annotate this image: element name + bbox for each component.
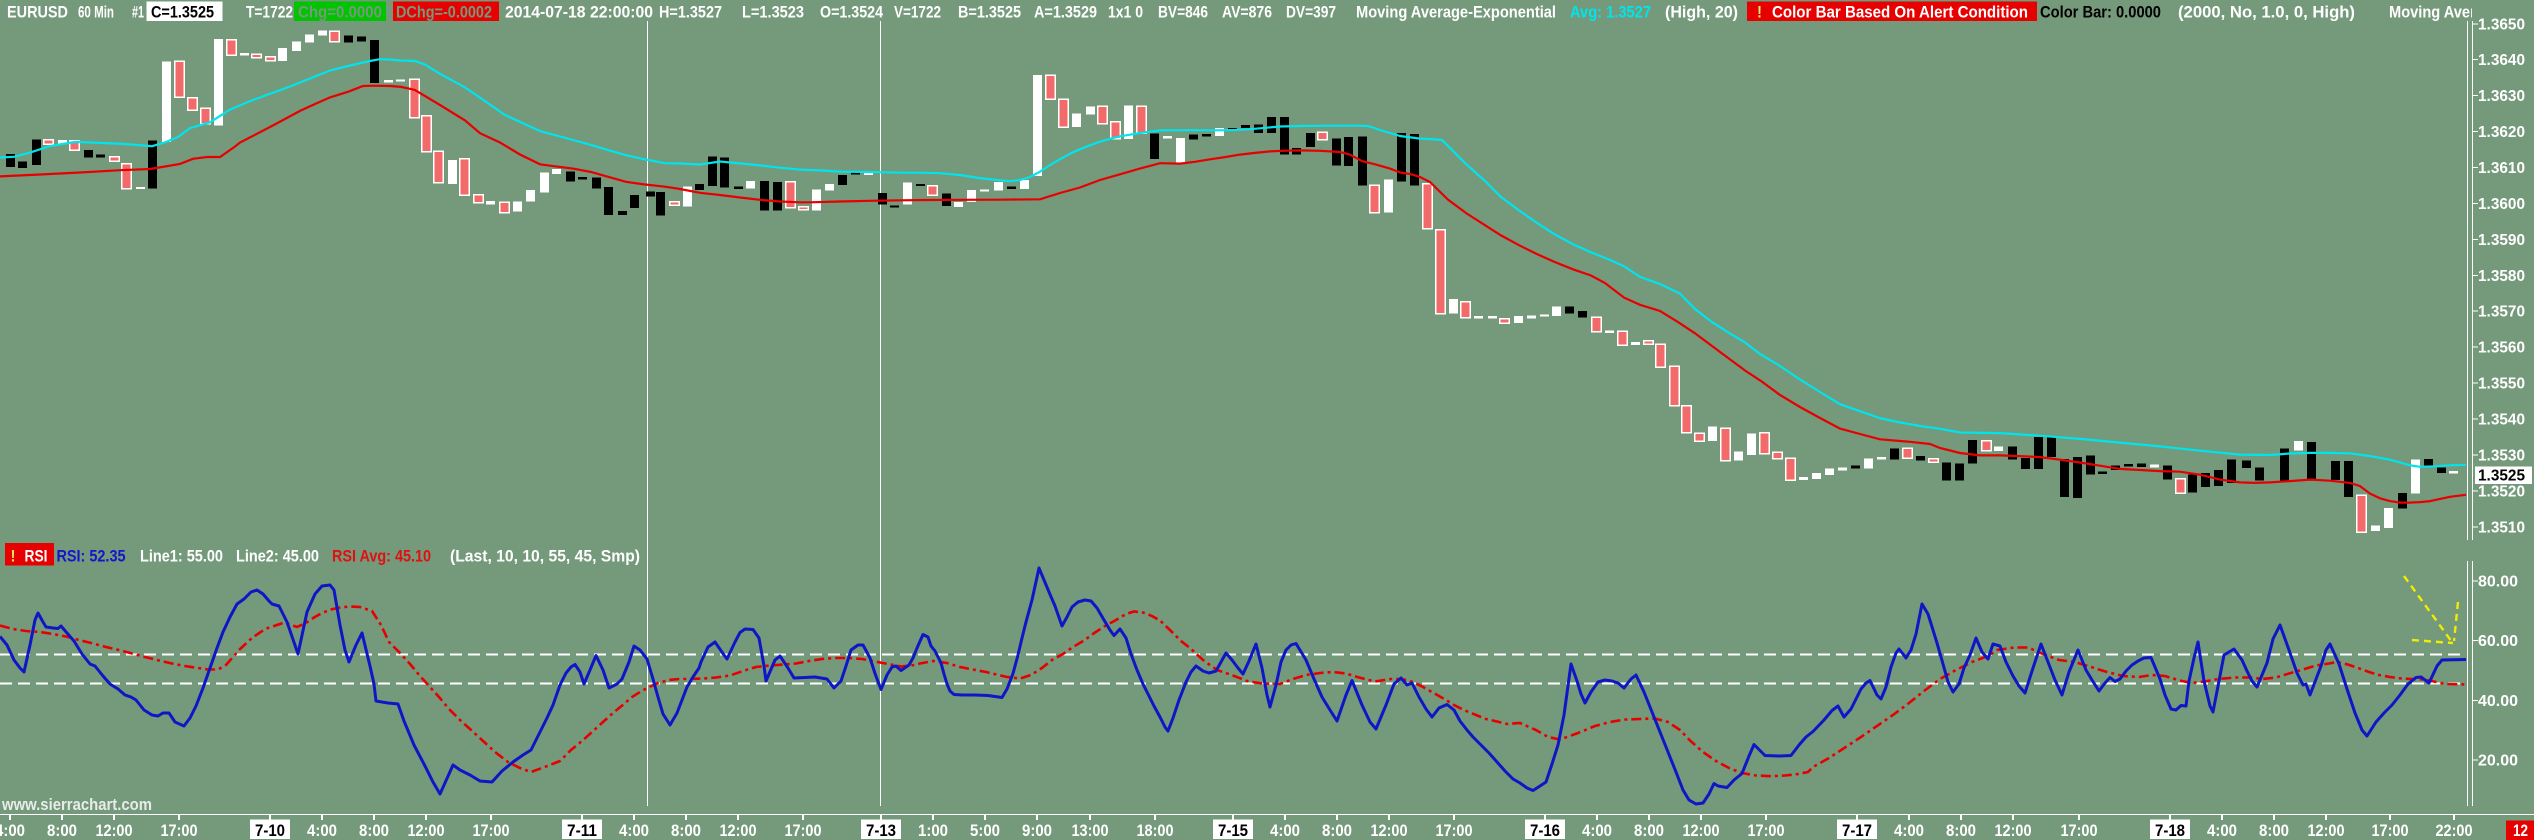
svg-text:8:00: 8:00	[1946, 821, 1976, 840]
svg-text:1.3600: 1.3600	[2478, 196, 2525, 213]
svg-text:7-15: 7-15	[1218, 821, 1248, 840]
svg-text:BV=846: BV=846	[1158, 3, 1208, 22]
svg-text:12:00: 12:00	[1371, 821, 1408, 840]
svg-text:8:00: 8:00	[47, 821, 77, 840]
svg-text:(High, 20): (High, 20)	[1665, 3, 1738, 22]
svg-text:C=1.3525: C=1.3525	[151, 3, 214, 22]
svg-text:7-10: 7-10	[255, 821, 285, 840]
svg-text:Color Bar Based On Alert Condi: Color Bar Based On Alert Condition	[1772, 3, 2028, 22]
svg-text:8:00: 8:00	[671, 821, 701, 840]
svg-text:Avg: 1.3527: Avg: 1.3527	[1570, 3, 1651, 22]
svg-text:8:00: 8:00	[359, 821, 389, 840]
svg-text:4:00: 4:00	[619, 821, 649, 840]
svg-text:1.3550: 1.3550	[2478, 376, 2525, 393]
svg-text:4:00: 4:00	[1270, 821, 1300, 840]
svg-text:4:00: 4:00	[1894, 821, 1924, 840]
svg-text:17:00: 17:00	[785, 821, 822, 840]
svg-text:1:00: 1:00	[918, 821, 948, 840]
svg-text:1.3510: 1.3510	[2478, 519, 2525, 536]
svg-text:4:00: 4:00	[307, 821, 337, 840]
svg-text:Line1: 55.00: Line1: 55.00	[140, 547, 223, 566]
svg-text:60.00: 60.00	[2478, 633, 2518, 650]
svg-text:RSI: RSI	[25, 547, 48, 566]
svg-text:8:00: 8:00	[2259, 821, 2289, 840]
svg-text:22:00: 22:00	[2436, 821, 2473, 840]
svg-text:8:00: 8:00	[1634, 821, 1664, 840]
svg-text:1.3650: 1.3650	[2478, 16, 2525, 33]
svg-text:!: !	[1757, 3, 1762, 22]
svg-text:1.3630: 1.3630	[2478, 88, 2525, 105]
svg-text:12:00: 12:00	[1995, 821, 2032, 840]
svg-text:20.00: 20.00	[2478, 753, 2518, 770]
svg-text:1.3570: 1.3570	[2478, 304, 2525, 321]
svg-text:B=1.3525: B=1.3525	[958, 3, 1021, 22]
svg-text:80.00: 80.00	[2478, 574, 2518, 591]
svg-text:1x1 0: 1x1 0	[1108, 3, 1143, 22]
svg-text:17:00: 17:00	[2061, 821, 2098, 840]
svg-text:9:00: 9:00	[1022, 821, 1052, 840]
svg-text:RSI: 52.35: RSI: 52.35	[57, 547, 126, 566]
svg-text:AV=876: AV=876	[1222, 3, 1272, 22]
svg-text:40.00: 40.00	[2478, 693, 2518, 710]
svg-text:12:00: 12:00	[720, 821, 757, 840]
svg-text:www.sierrachart.com: www.sierrachart.com	[1, 796, 152, 814]
svg-text:RSI Avg: 45.10: RSI Avg: 45.10	[332, 547, 431, 566]
svg-text:7-16: 7-16	[1530, 821, 1560, 840]
svg-text:1.3640: 1.3640	[2478, 52, 2525, 69]
svg-text:7-17: 7-17	[1842, 821, 1872, 840]
svg-text:Chg=0.0000: Chg=0.0000	[298, 3, 382, 22]
svg-text:5:00: 5:00	[970, 821, 1000, 840]
svg-text:17:00: 17:00	[1748, 821, 1785, 840]
svg-text:18:00: 18:00	[1137, 821, 1174, 840]
svg-text:17:00: 17:00	[1436, 821, 1473, 840]
svg-text:8:00: 8:00	[1322, 821, 1352, 840]
svg-text:#1: #1	[132, 3, 144, 22]
svg-text:DV=397: DV=397	[1286, 3, 1336, 22]
svg-text:!: !	[11, 547, 16, 566]
svg-text:1.3540: 1.3540	[2478, 412, 2525, 429]
svg-text:H=1.3527: H=1.3527	[659, 3, 722, 22]
svg-text:7-11: 7-11	[567, 821, 597, 840]
svg-text:13:00: 13:00	[1072, 821, 1109, 840]
svg-text:L=1.3523: L=1.3523	[742, 3, 804, 22]
svg-text:4:00: 4:00	[1582, 821, 1612, 840]
svg-text:Moving Average-Exponential: Moving Average-Exponential	[1356, 3, 1556, 22]
svg-text:2014-07-18 22:00:00: 2014-07-18 22:00:00	[505, 3, 653, 22]
svg-text:1.3580: 1.3580	[2478, 268, 2525, 285]
svg-text:(2000, No, 1.0, 0, High): (2000, No, 1.0, 0, High)	[2178, 3, 2355, 22]
svg-text:12: 12	[2513, 821, 2528, 840]
svg-text:Color Bar: 0.0000: Color Bar: 0.0000	[2040, 3, 2161, 22]
svg-text:(Last, 10, 10, 55, 45, Smp): (Last, 10, 10, 55, 45, Smp)	[450, 547, 640, 566]
svg-text:17:00: 17:00	[161, 821, 198, 840]
svg-text:V=1722: V=1722	[894, 3, 941, 22]
svg-text:1.3530: 1.3530	[2478, 448, 2525, 465]
svg-text:1.3610: 1.3610	[2478, 160, 2525, 177]
svg-text:12:00: 12:00	[2308, 821, 2345, 840]
svg-text:12:00: 12:00	[96, 821, 133, 840]
svg-text:Line2: 45.00: Line2: 45.00	[236, 547, 319, 566]
svg-text:17:00: 17:00	[473, 821, 510, 840]
svg-text:1.3620: 1.3620	[2478, 124, 2525, 141]
svg-text:60 Min: 60 Min	[78, 3, 114, 22]
svg-text:12:00: 12:00	[1683, 821, 1720, 840]
svg-text:4:00: 4:00	[2207, 821, 2237, 840]
svg-text:1.3525: 1.3525	[2478, 468, 2525, 485]
svg-text:7-18: 7-18	[2155, 821, 2185, 840]
svg-text:1.3560: 1.3560	[2478, 340, 2525, 357]
svg-text:12:00: 12:00	[408, 821, 445, 840]
svg-text:EURUSD: EURUSD	[7, 3, 68, 22]
svg-text:1.3590: 1.3590	[2478, 232, 2525, 249]
svg-text:O=1.3524: O=1.3524	[820, 3, 883, 22]
svg-text:17:00: 17:00	[2372, 821, 2409, 840]
svg-text:A=1.3529: A=1.3529	[1034, 3, 1097, 22]
svg-text:Moving Average: Moving Average	[2389, 3, 2501, 22]
svg-text:DChg=-0.0002: DChg=-0.0002	[396, 3, 492, 22]
svg-text:1.3520: 1.3520	[2478, 483, 2525, 500]
svg-text:4:00: 4:00	[0, 821, 25, 840]
svg-text:T=1722: T=1722	[246, 3, 293, 22]
svg-text:7-13: 7-13	[866, 821, 896, 840]
